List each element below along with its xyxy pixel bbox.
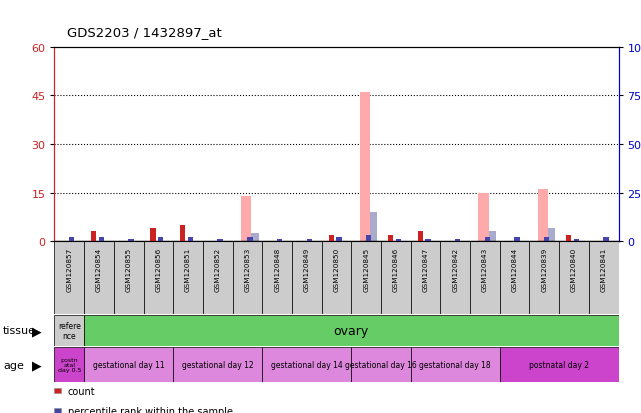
Bar xyxy=(173,242,203,314)
Bar xyxy=(485,238,490,242)
Bar xyxy=(91,232,96,242)
Bar xyxy=(411,242,440,314)
Text: GSM120857: GSM120857 xyxy=(66,247,72,292)
Bar xyxy=(417,232,423,242)
Bar xyxy=(395,240,401,242)
Bar xyxy=(151,229,156,242)
Text: gestational day 18: gestational day 18 xyxy=(419,361,491,369)
Bar xyxy=(425,240,431,242)
Bar xyxy=(180,225,185,242)
Bar xyxy=(366,236,371,242)
Text: GSM120842: GSM120842 xyxy=(453,247,458,292)
Text: GSM120853: GSM120853 xyxy=(244,247,251,292)
Text: GSM120855: GSM120855 xyxy=(126,247,131,292)
Text: age: age xyxy=(3,360,24,370)
Bar xyxy=(241,196,251,242)
Text: GSM120850: GSM120850 xyxy=(333,247,340,292)
Bar xyxy=(370,212,378,242)
Bar xyxy=(500,242,529,314)
Bar xyxy=(54,315,84,346)
Bar xyxy=(455,240,460,242)
Text: GSM120843: GSM120843 xyxy=(482,247,488,292)
Bar xyxy=(188,238,193,242)
Text: GSM120841: GSM120841 xyxy=(601,247,607,292)
Text: gestational day 12: gestational day 12 xyxy=(182,361,254,369)
Text: tissue: tissue xyxy=(3,325,36,336)
Text: gestational day 11: gestational day 11 xyxy=(93,361,165,369)
Bar xyxy=(548,228,556,242)
Bar xyxy=(99,238,104,242)
Bar xyxy=(69,238,74,242)
Bar xyxy=(262,242,292,314)
Bar xyxy=(262,347,351,382)
Bar xyxy=(114,242,144,314)
Text: ovary: ovary xyxy=(334,324,369,337)
Bar xyxy=(233,242,262,314)
Bar xyxy=(251,234,258,242)
Text: GSM120839: GSM120839 xyxy=(542,247,547,292)
Text: GSM120845: GSM120845 xyxy=(363,247,369,292)
Bar xyxy=(54,242,84,314)
Text: ▶: ▶ xyxy=(32,358,42,371)
Bar xyxy=(500,347,619,382)
Bar xyxy=(292,242,322,314)
Bar xyxy=(478,193,488,242)
Text: percentile rank within the sample: percentile rank within the sample xyxy=(68,406,233,413)
Bar xyxy=(566,235,571,242)
Bar xyxy=(322,242,351,314)
Bar xyxy=(84,347,173,382)
Bar xyxy=(360,93,370,242)
Bar xyxy=(538,190,548,242)
Bar xyxy=(173,347,262,382)
Bar xyxy=(337,238,342,242)
Text: GSM120854: GSM120854 xyxy=(96,247,102,292)
Bar xyxy=(306,240,312,242)
Text: count: count xyxy=(68,386,96,396)
Text: postn
atal
day 0.5: postn atal day 0.5 xyxy=(58,357,81,373)
Bar xyxy=(128,240,134,242)
Bar xyxy=(351,242,381,314)
Bar xyxy=(488,232,496,242)
Bar xyxy=(529,242,559,314)
Bar xyxy=(247,238,253,242)
Text: gestational day 14: gestational day 14 xyxy=(271,361,343,369)
Bar xyxy=(559,242,589,314)
Text: GSM120846: GSM120846 xyxy=(393,247,399,292)
Bar xyxy=(411,347,500,382)
Bar xyxy=(203,242,233,314)
Text: refere
nce: refere nce xyxy=(58,321,81,340)
Bar xyxy=(440,242,470,314)
Text: GDS2203 / 1432897_at: GDS2203 / 1432897_at xyxy=(67,26,222,39)
Text: GSM120849: GSM120849 xyxy=(304,247,310,292)
Bar xyxy=(158,238,163,242)
Text: ▶: ▶ xyxy=(32,324,42,337)
Text: GSM120847: GSM120847 xyxy=(422,247,429,292)
Bar xyxy=(217,240,223,242)
Bar xyxy=(514,238,520,242)
Text: GSM120848: GSM120848 xyxy=(274,247,280,292)
Bar xyxy=(277,240,282,242)
Text: GSM120856: GSM120856 xyxy=(155,247,162,292)
Text: gestational day 16: gestational day 16 xyxy=(345,361,417,369)
Text: GSM120840: GSM120840 xyxy=(571,247,577,292)
Bar xyxy=(574,240,579,242)
Text: GSM120851: GSM120851 xyxy=(185,247,191,292)
Bar xyxy=(144,242,173,314)
Bar xyxy=(351,347,411,382)
Bar xyxy=(84,242,114,314)
Text: GSM120852: GSM120852 xyxy=(215,247,221,292)
Bar xyxy=(381,242,411,314)
Bar xyxy=(544,238,549,242)
Bar xyxy=(328,235,334,242)
Bar xyxy=(54,347,84,382)
Bar xyxy=(470,242,500,314)
Text: GSM120844: GSM120844 xyxy=(512,247,518,292)
Bar xyxy=(388,235,393,242)
Bar xyxy=(589,242,619,314)
Bar xyxy=(603,238,609,242)
Text: postnatal day 2: postnatal day 2 xyxy=(529,361,589,369)
